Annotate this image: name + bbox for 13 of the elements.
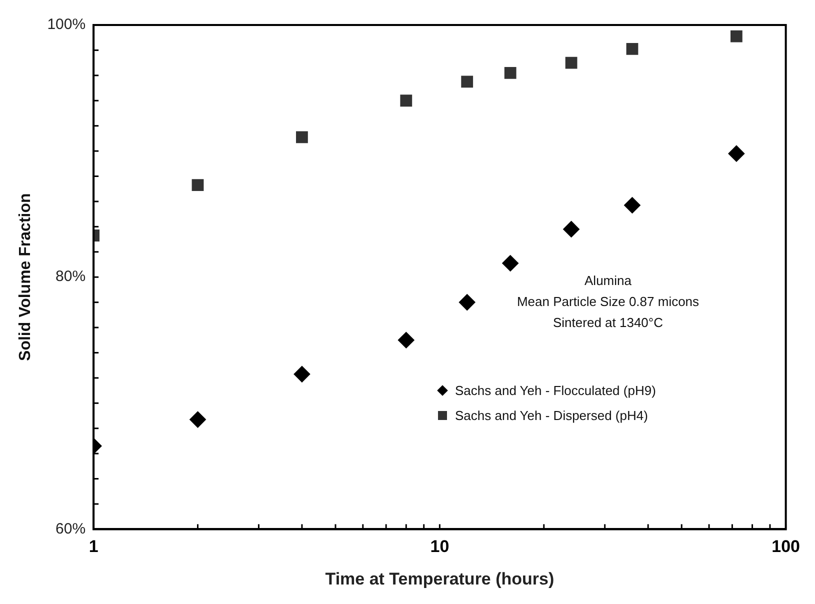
y-tick-label: 100%: [47, 16, 86, 34]
x-tick-label: 1: [88, 537, 98, 556]
x-tick-label: 10: [430, 537, 450, 556]
x-tick-label: 100: [772, 537, 800, 556]
y-tick-label: 60%: [56, 520, 86, 538]
legend-label: Sachs and Yeh - Flocculated (pH9): [455, 383, 656, 398]
y-tick-label: 80%: [56, 268, 86, 286]
annotation: Mean Particle Size 0.87 micons: [516, 294, 700, 309]
x-axis-title: Time at Temperature (hours): [325, 569, 554, 588]
y-axis-title: Solid Volume Fraction: [17, 193, 34, 361]
legend-label: Sachs and Yeh - Dispersed (pH4): [455, 408, 648, 423]
annotation: Alumina: [584, 273, 632, 288]
annotation: Sintered at 1340°C: [552, 315, 664, 330]
